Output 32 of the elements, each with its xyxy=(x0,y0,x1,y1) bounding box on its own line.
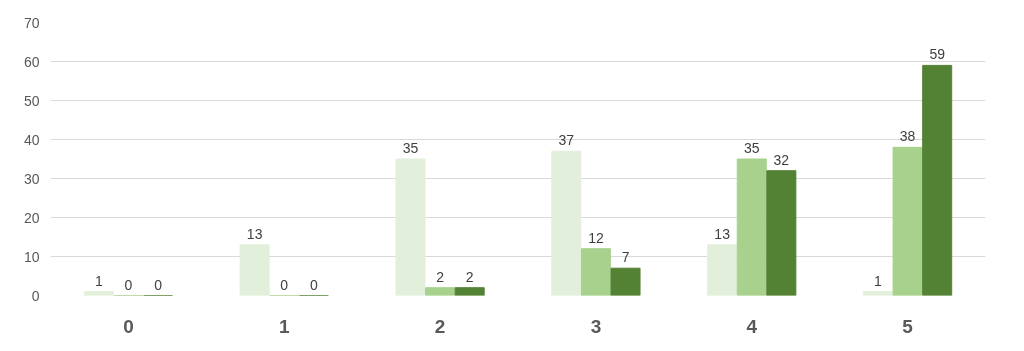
data-label: 35 xyxy=(743,140,760,156)
data-label: 0 xyxy=(154,276,163,293)
x-tick-label: 2 xyxy=(434,315,446,337)
y-tick-label: 60 xyxy=(23,53,40,70)
x-tick-label: 0 xyxy=(123,315,134,337)
data-label: 0 xyxy=(124,276,133,293)
y-tick-label: 30 xyxy=(23,170,40,187)
data-label: 7 xyxy=(621,249,630,266)
data-label: 38 xyxy=(899,128,916,145)
data-label: 1 xyxy=(874,272,883,289)
y-tick-label: 40 xyxy=(23,131,40,148)
y-tick-label: 0 xyxy=(31,287,40,304)
data-label: 2 xyxy=(436,268,445,285)
y-tick-label: 50 xyxy=(23,92,40,109)
data-label: 35 xyxy=(402,140,419,156)
y-tick-label: 20 xyxy=(23,209,40,226)
x-tick-label: 5 xyxy=(902,315,914,337)
x-tick-label: 3 xyxy=(590,315,602,337)
data-label: 12 xyxy=(588,229,604,246)
data-label: 13 xyxy=(246,225,263,242)
data-label: 0 xyxy=(280,276,289,293)
data-label: 2 xyxy=(465,268,474,285)
x-tick-label: 4 xyxy=(746,315,758,337)
data-label: 32 xyxy=(773,151,790,168)
data-label: 1 xyxy=(94,272,103,289)
data-label: 0 xyxy=(309,276,318,293)
y-tick-label: 10 xyxy=(23,248,40,265)
x-tick-label: 1 xyxy=(278,315,290,337)
data-label: 13 xyxy=(714,225,731,242)
data-label: 37 xyxy=(558,132,575,149)
y-tick-label: 70 xyxy=(23,14,40,31)
data-label: 59 xyxy=(929,46,946,63)
